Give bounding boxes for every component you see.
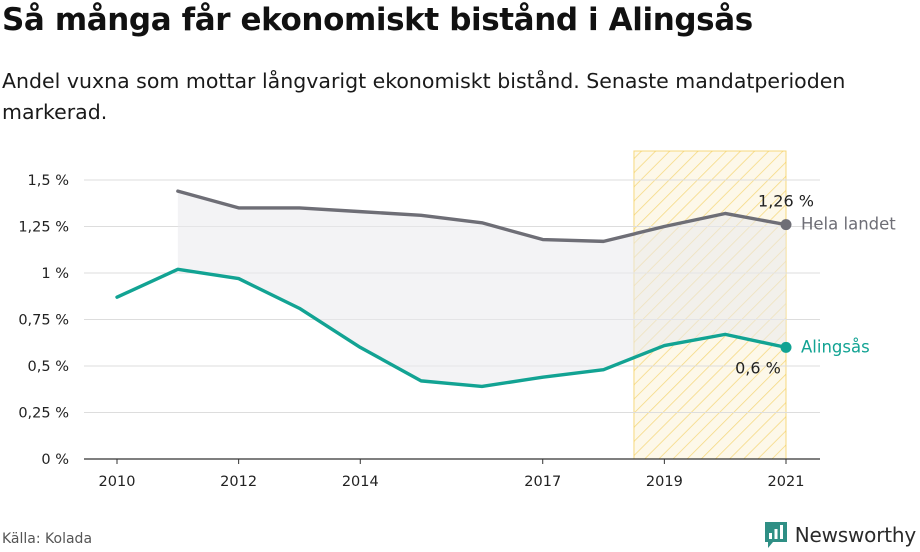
series-label-alingsas: Alingsås: [801, 337, 870, 356]
newsworthy-logo-icon: [764, 522, 787, 548]
y-tick-label: 0 %: [41, 452, 69, 468]
series-label-hela-landet: Hela landet: [801, 215, 896, 234]
brand-name: Newsworthy: [794, 523, 916, 547]
chart-subtitle: Andel vuxna som mottar långvarigt ekonom…: [2, 69, 846, 124]
y-tick-label: 0,25 %: [18, 406, 69, 422]
x-tick-label: 2010: [99, 474, 136, 490]
difference-area: [177, 191, 786, 387]
value-label-alingsas: 0,6 %: [735, 358, 781, 377]
end-point-hela-landet: [780, 219, 792, 231]
series-line-hela-landet: [176, 189, 788, 244]
y-tick-label: 0,75 %: [18, 313, 69, 329]
y-tick-label: 0,5 %: [28, 359, 69, 375]
x-tick-label: 2017: [524, 474, 561, 490]
y-tick-label: 1 %: [41, 266, 69, 282]
brand-logo: Newsworthy: [763, 518, 916, 552]
source-label: Källa: Kolada: [2, 531, 93, 547]
series-line-alingsas: [115, 267, 788, 389]
y-tick-label: 1,25 %: [18, 220, 69, 236]
x-tick-label: 2021: [768, 474, 805, 490]
chart-title: Så många får ekonomiskt bistånd i Alings…: [2, 2, 753, 38]
end-point-alingsas: [780, 341, 792, 353]
value-label-hela-landet: 1,26 %: [758, 192, 814, 211]
x-tick-label: 2014: [342, 474, 379, 490]
x-tick-label: 2019: [646, 474, 683, 490]
x-tick-label: 2012: [220, 474, 257, 490]
y-tick-label: 1,5 %: [28, 173, 69, 189]
